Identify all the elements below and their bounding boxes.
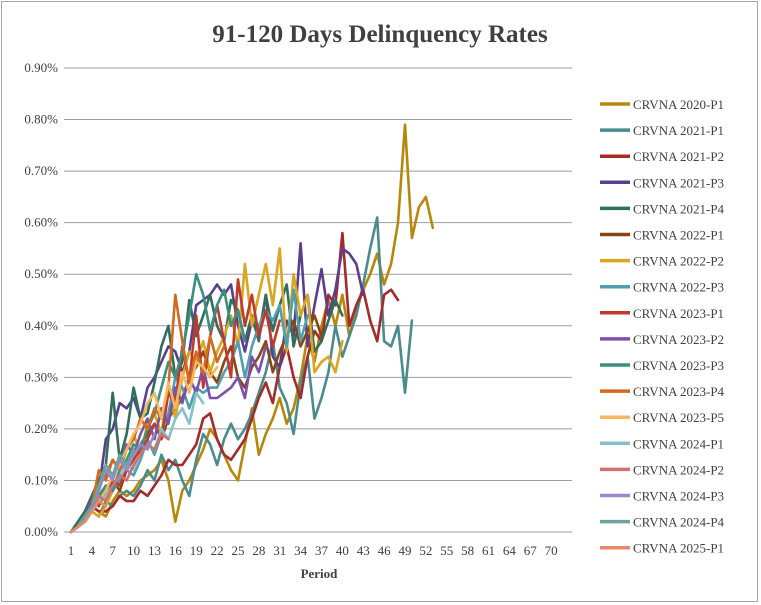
series-line	[69, 123, 435, 534]
x-tick-label: 16	[169, 543, 183, 558]
legend-label: CRVNA 2022-P2	[633, 254, 724, 269]
x-tick-label: 19	[190, 543, 203, 558]
series-line	[69, 448, 135, 534]
legend-label: CRVNA 2023-P3	[633, 358, 724, 373]
legend-label: CRVNA 2024-P3	[633, 489, 724, 504]
x-tick-label: 46	[378, 543, 392, 558]
y-tick-label: 0.20%	[24, 421, 58, 436]
y-tick-label: 0.80%	[24, 112, 58, 127]
x-tick-label: 70	[545, 543, 558, 558]
x-tick-label: 58	[461, 543, 474, 558]
y-tick-label: 0.90%	[24, 60, 58, 75]
x-tick-label: 10	[127, 543, 140, 558]
legend-label: CRVNA 2024-P2	[633, 462, 724, 477]
x-tick-label: 13	[148, 543, 161, 558]
x-tick-label: 22	[211, 543, 224, 558]
legend-label: CRVNA 2022-P1	[633, 228, 724, 243]
x-tick-label: 61	[482, 543, 495, 558]
y-tick-label: 0.60%	[24, 215, 58, 230]
x-axis-ticks: 1 4 7 10 13 16 19 22 25 28 31 34 37 40 43 46 49 52 55 58 61 6…	[68, 543, 558, 558]
series-lines	[69, 123, 435, 534]
legend-label: CRVNA 2021-P1	[633, 123, 724, 138]
x-tick-label: 64	[503, 543, 517, 558]
legend-label: CRVNA 2020-P1	[633, 97, 724, 112]
series-line	[69, 272, 247, 534]
legend-label: CRVNA 2024-P1	[633, 436, 724, 451]
legend-label: CRVNA 2021-P3	[633, 175, 724, 190]
y-axis-ticks: 0.00% 0.10% 0.20% 0.30% 0.40% 0.50% 0.60% 0.70%…	[24, 60, 58, 539]
y-tick-label: 0.30%	[24, 369, 58, 384]
y-tick-label: 0.70%	[24, 163, 58, 178]
legend: CRVNA 2020-P1 CRVNA 2021-P1 CRVNA 2021-P2 C…	[600, 97, 725, 556]
x-tick-label: 28	[252, 543, 265, 558]
series-line	[69, 293, 226, 534]
x-tick-label: 34	[294, 543, 308, 558]
x-tick-label: 7	[109, 543, 116, 558]
legend-label: CRVNA 2024-P4	[633, 515, 725, 530]
y-tick-label: 0.50%	[24, 266, 58, 281]
x-tick-label: 43	[357, 543, 370, 558]
y-tick-label: 0.40%	[24, 318, 58, 333]
x-tick-label: 40	[336, 543, 349, 558]
x-tick-label: 37	[315, 543, 329, 558]
x-tick-label: 55	[440, 543, 453, 558]
legend-label: CRVNA 2021-P4	[633, 201, 725, 216]
y-tick-label: 0.00%	[24, 524, 58, 539]
legend-label: CRVNA 2023-P5	[633, 410, 724, 425]
x-tick-label: 52	[419, 543, 432, 558]
x-tick-label: 1	[68, 543, 75, 558]
x-axis-title: Period	[301, 566, 339, 581]
x-tick-label: 49	[398, 543, 411, 558]
legend-label: CRVNA 2025-P1	[633, 541, 724, 556]
legend-label: CRVNA 2022-P3	[633, 280, 724, 295]
legend-label: CRVNA 2023-P4	[633, 384, 725, 399]
x-tick-label: 25	[231, 543, 244, 558]
series-line	[69, 242, 365, 534]
legend-label: CRVNA 2023-P1	[633, 306, 724, 321]
x-tick-label: 31	[273, 543, 286, 558]
x-tick-label: 4	[89, 543, 96, 558]
series-line	[69, 499, 108, 534]
chart-title: 91-120 Days Delinquency Rates	[212, 21, 548, 48]
x-tick-label: 67	[524, 543, 538, 558]
y-tick-label: 0.10%	[24, 472, 58, 487]
legend-label: CRVNA 2023-P2	[633, 332, 724, 347]
series-line	[69, 216, 414, 534]
legend-label: CRVNA 2021-P2	[633, 149, 724, 164]
